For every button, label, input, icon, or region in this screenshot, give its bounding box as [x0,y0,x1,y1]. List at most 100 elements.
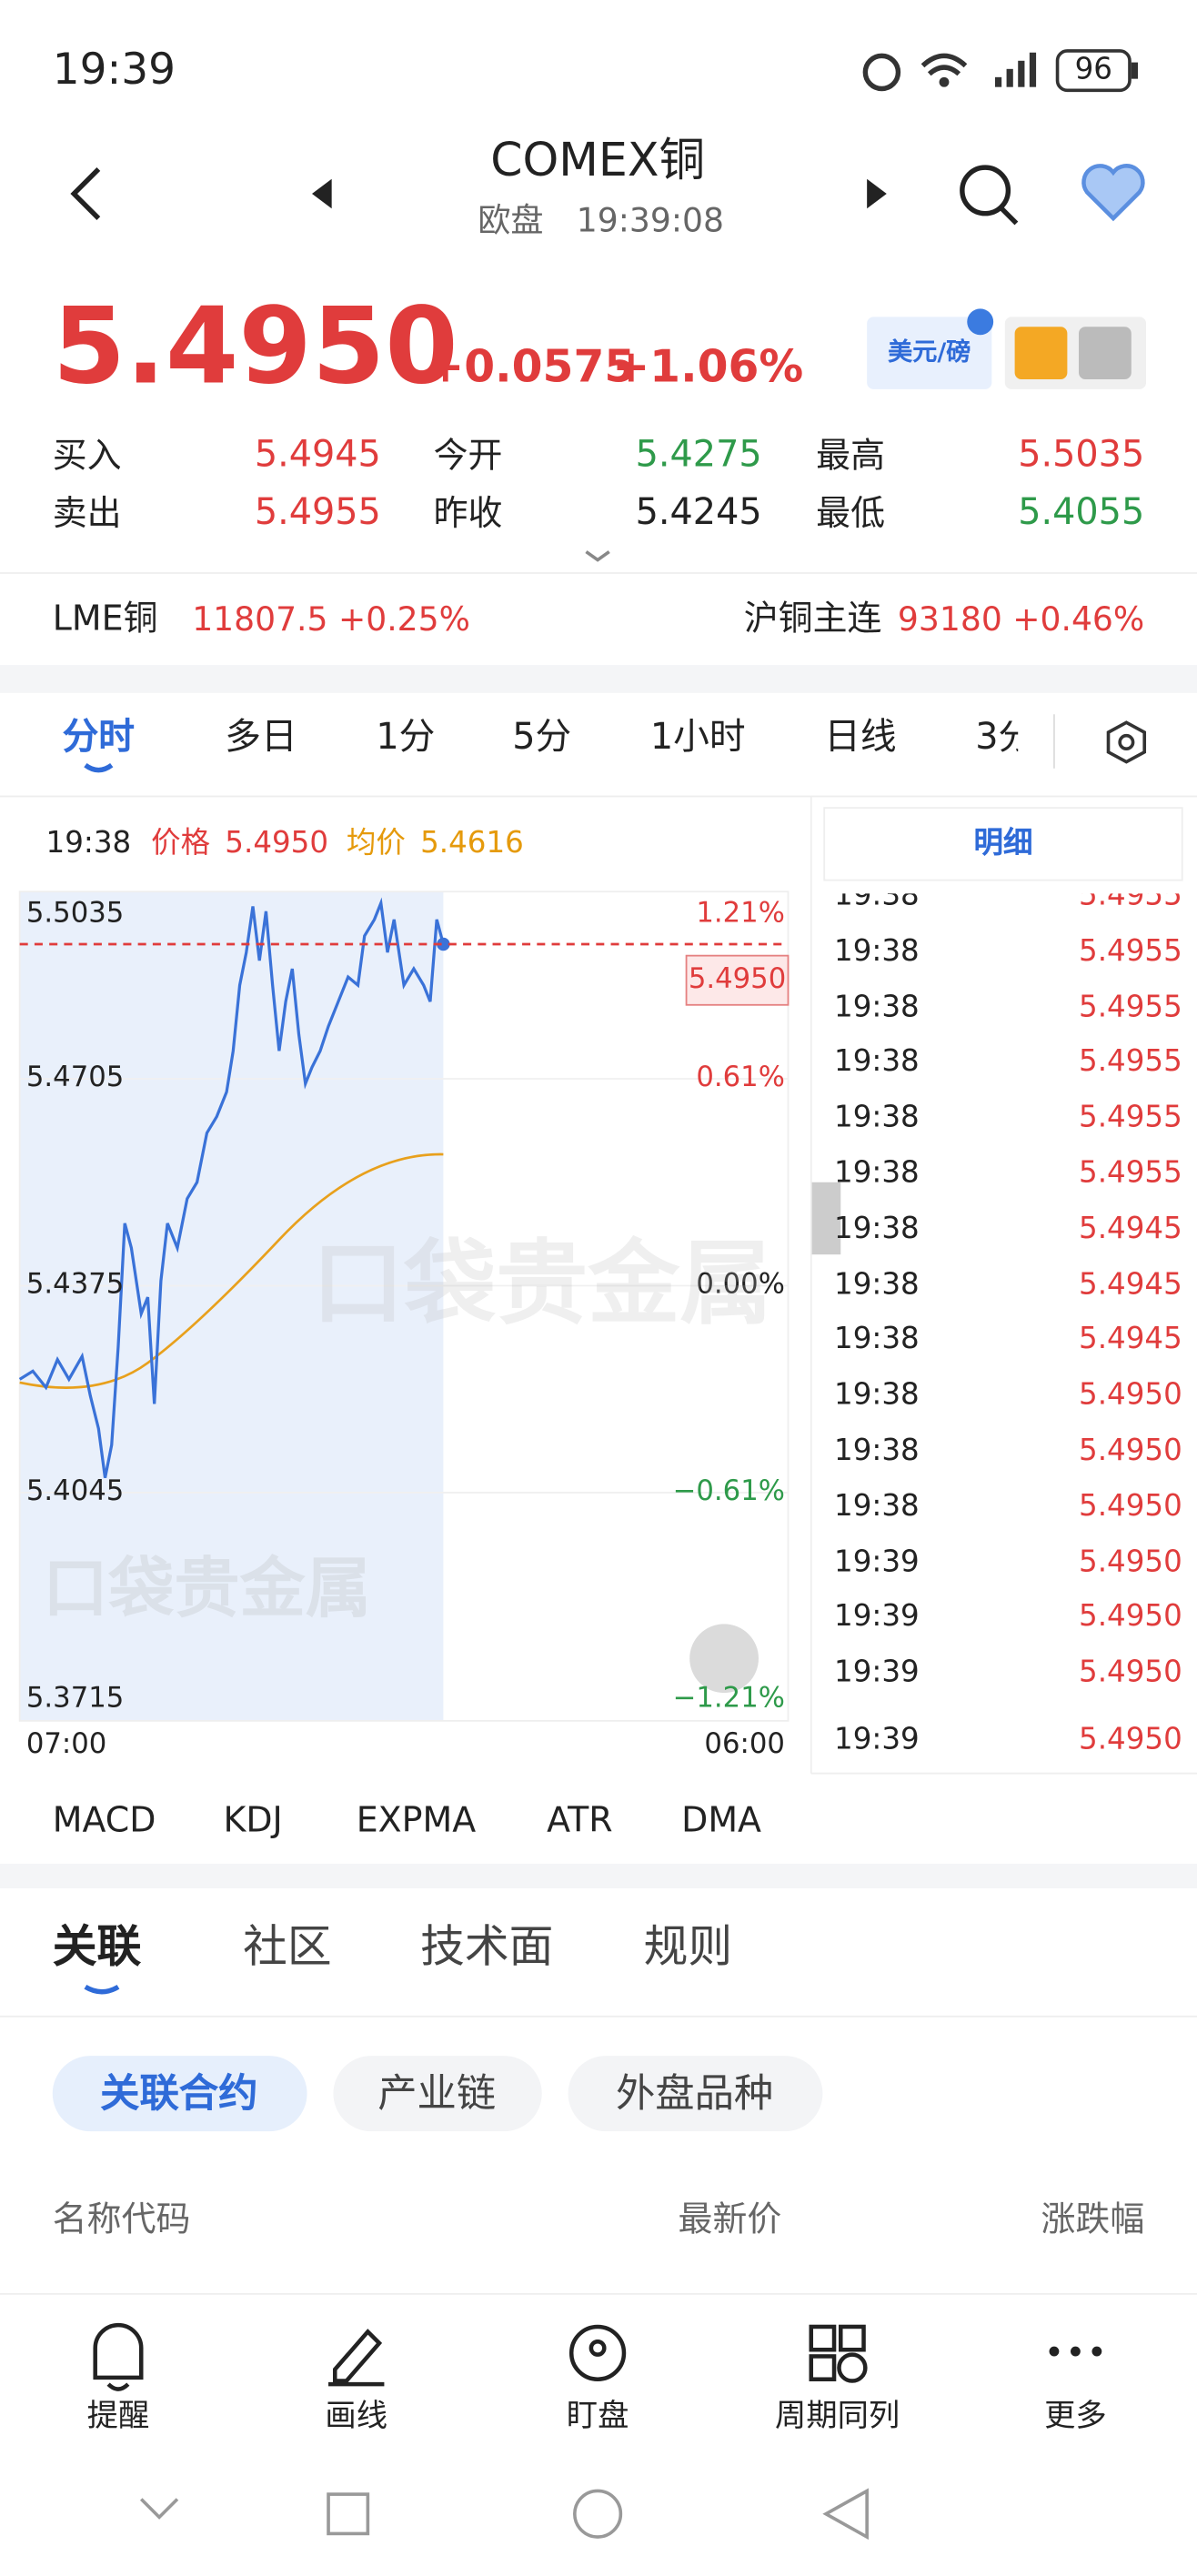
stat-label: 最高 [816,436,886,476]
indicator-tab[interactable]: ATR [547,1800,613,1840]
bottom-nav-item[interactable]: 周期同列 [775,2398,900,2435]
period-tab[interactable]: 3分 [975,720,1018,758]
x-tick-label: 07:00 [25,1727,107,1762]
stat-label: 卖出 [52,493,122,533]
filter-chip[interactable]: 外盘品种 [615,2070,774,2117]
detail-price: 5.4950 [1079,1599,1182,1635]
detail-price: 5.4955 [1079,878,1182,913]
detail-price: 5.4950 [1079,1722,1182,1757]
pct-tick-label: −1.21% [672,1682,785,1716]
y-tick-label: 5.4375 [25,1268,125,1302]
watermark: 口袋贵金属 [311,1231,772,1339]
section-tab[interactable]: 社区 [243,1921,332,1973]
currency-chip[interactable]: 美元/磅 [888,337,971,367]
period-tab[interactable]: 1小时 [649,717,746,760]
detail-price: 5.4955 [1079,1100,1182,1135]
stat-value: 5.4955 [254,492,381,534]
indicator-tab[interactable]: DMA [681,1800,761,1840]
detail-price: 5.4955 [1079,989,1182,1024]
session: 欧盘 [478,200,544,240]
detail-time: 19:39 [834,1722,920,1757]
period-tab[interactable]: 1分 [376,717,436,760]
y-tick-label: 5.5035 [25,897,125,931]
detail-price: 5.4950 [1079,1377,1182,1413]
detail-price: 5.4945 [1079,1266,1182,1302]
y-tick-label: 5.4045 [25,1474,125,1509]
filter-chip[interactable]: 产业链 [377,2070,497,2117]
indicator-tab[interactable]: EXPMA [356,1800,477,1840]
related-value: 93180 +0.46% [897,599,1145,639]
section-tab[interactable]: 规则 [643,1921,733,1973]
detail-price: 5.4955 [1079,933,1182,969]
y-tick-label: 5.3715 [25,1682,125,1716]
status-time: 19:39 [52,45,176,96]
detail-time: 19:38 [834,1044,920,1080]
change: +0.0575 [427,342,636,394]
detail-time: 19:38 [834,1488,920,1524]
pct-tick-label: −0.61% [672,1474,785,1509]
indicator-tab[interactable]: KDJ [223,1800,283,1840]
pct-tick-label: 0.00% [696,1268,785,1302]
section-tab[interactable]: 关联 [52,1921,142,1973]
detail-time: 19:38 [834,878,920,913]
stat-value: 5.4275 [635,435,762,477]
column-header: 名称代码 [52,2199,191,2239]
related-name: 沪铜主连 [743,598,882,639]
price-value: 5.4950 [225,826,329,860]
stat-value: 5.5035 [1018,435,1145,477]
stat-label: 买入 [52,436,122,476]
detail-time: 19:38 [834,1100,920,1135]
battery-level: 96 [1074,52,1112,87]
bottom-nav-item[interactable]: 画线 [325,2398,388,2435]
last-price: 5.4950 [52,287,458,409]
bottom-nav-item[interactable]: 更多 [1044,2398,1107,2435]
change-pct: +1.06% [612,342,804,394]
detail-price: 5.4950 [1079,1488,1182,1524]
pct-tick-label: 1.21% [696,897,785,931]
detail-price: 5.4945 [1079,1211,1182,1246]
pct-tick-label: 0.61% [696,1062,785,1095]
avg-label: 均价 [346,826,406,860]
detail-time: 19:38 [834,1322,920,1357]
stat-value: 5.4945 [254,435,381,477]
avg-value: 5.4616 [420,826,524,860]
detail-price: 5.4955 [1079,1155,1182,1191]
detail-header: 明细 [973,826,1033,860]
detail-price: 5.4950 [1079,1433,1182,1468]
detail-time: 19:38 [834,1266,920,1302]
stat-value: 5.4245 [635,492,762,534]
stat-label: 最低 [816,493,886,533]
period-tab[interactable]: 分时 [62,717,136,760]
column-header: 最新价 [678,2199,782,2239]
x-tick-label: 06:00 [704,1727,785,1762]
title: COMEX铜 [490,133,705,187]
detail-time: 19:38 [834,1433,920,1468]
detail-price: 5.4950 [1079,1544,1182,1579]
cursor-time: 19:38 [45,826,132,860]
detail-time: 19:38 [834,933,920,969]
indicator-tab[interactable]: MACD [52,1800,156,1840]
detail-price: 5.4955 [1079,1044,1182,1080]
detail-price: 5.4945 [1079,1322,1182,1357]
detail-time: 19:38 [834,1155,920,1191]
quote-time: 19:39:08 [576,200,724,240]
period-tab[interactable]: 5分 [512,717,572,760]
current-price-tag: 5.4950 [688,962,787,996]
detail-time: 19:39 [834,1544,920,1579]
filter-chip[interactable]: 关联合约 [100,2070,258,2117]
period-tab[interactable]: 日线 [824,717,897,760]
price-label: 价格 [151,826,211,860]
y-tick-label: 5.4705 [25,1062,125,1095]
section-tab[interactable]: 技术面 [420,1921,554,1973]
period-tab[interactable]: 多日 [225,717,297,760]
related-value: 11807.5 +0.25% [192,599,470,639]
bottom-nav-item[interactable]: 提醒 [86,2398,150,2435]
stat-value: 5.4055 [1018,492,1145,534]
related-name: LME铜 [52,598,158,639]
bottom-nav-item[interactable]: 盯盘 [566,2398,629,2435]
detail-time: 19:38 [834,1211,920,1246]
stat-label: 昨收 [433,493,503,533]
